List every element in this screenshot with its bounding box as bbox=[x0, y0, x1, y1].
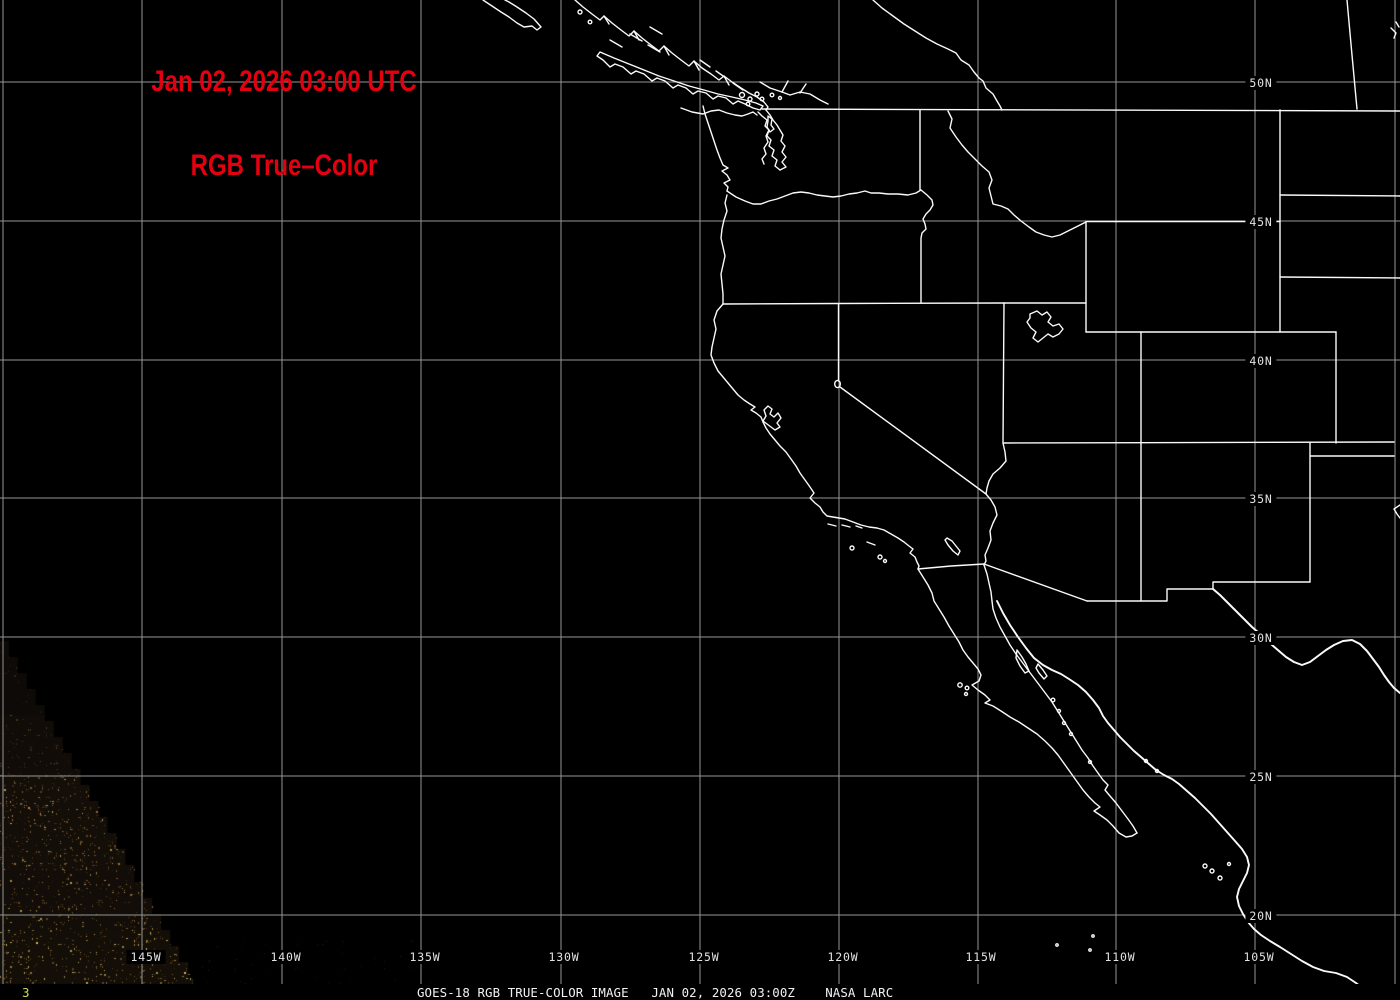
caption-bar: 3 GOES-18 RGB TRUE-COLOR IMAGE JAN 02, 2… bbox=[0, 984, 1400, 1000]
coastline-sonora-sinaloa bbox=[996, 600, 1373, 998]
lat-label-50n: 50N bbox=[1245, 76, 1277, 90]
bc-fjord-inlets bbox=[603, 15, 807, 94]
colorado-river-delta bbox=[983, 564, 993, 602]
coastline-vancouver-island bbox=[596, 51, 764, 111]
border-columbia-river bbox=[726, 189, 922, 205]
puget-sound-west-shore bbox=[757, 111, 781, 171]
image-product-name: RGB True–Color bbox=[190, 149, 378, 182]
lon-label-145w: 145W bbox=[126, 950, 166, 964]
border-rio-grande bbox=[1212, 588, 1400, 694]
puget-sound-east-shore bbox=[765, 109, 787, 171]
great-salt-lake bbox=[1026, 310, 1064, 343]
lon-label-140w: 140W bbox=[266, 950, 306, 964]
lon-label-130w: 130W bbox=[544, 950, 584, 964]
border-sd-ne bbox=[1279, 276, 1400, 279]
coastline-oregon bbox=[720, 194, 728, 305]
border-snake-river-or-id bbox=[920, 189, 934, 304]
lat-label-40n: 40N bbox=[1245, 354, 1277, 368]
lon-label-110w: 110W bbox=[1100, 950, 1140, 964]
image-title: Jan 02, 2026 03:00 UTC RGB True–Color bbox=[140, 12, 428, 236]
lake-tahoe bbox=[834, 379, 842, 389]
cedros-islands bbox=[957, 682, 970, 697]
islet bbox=[577, 9, 583, 15]
lat-label-35n: 35N bbox=[1245, 492, 1277, 506]
border-ca-nv-diagonal bbox=[839, 386, 987, 495]
border-colorado-river-ca-az bbox=[983, 493, 998, 566]
lon-label-115w: 115W bbox=[961, 950, 1001, 964]
river-fragment-right-edge bbox=[1393, 504, 1400, 519]
lon-label-125w: 125W bbox=[684, 950, 724, 964]
whidbey-island bbox=[766, 115, 775, 133]
coastline-vancouver-area bbox=[759, 81, 829, 105]
border-37n bbox=[1003, 441, 1395, 444]
image-timestamp: Jan 02, 2026 03:00 UTC bbox=[151, 65, 417, 98]
coastline-bc-mainland bbox=[574, 0, 769, 111]
san-juan-islands bbox=[738, 91, 783, 107]
border-us-canada-49n bbox=[761, 108, 1400, 112]
salton-sea bbox=[944, 537, 961, 556]
coastline-olympic-peninsula bbox=[680, 107, 758, 117]
border-sk-mb bbox=[1346, 0, 1358, 110]
lat-label-20n: 20N bbox=[1245, 909, 1277, 923]
border-us-mx-california bbox=[917, 563, 985, 570]
caption-text: GOES-18 RGB TRUE-COLOR IMAGE JAN 02, 202… bbox=[417, 985, 894, 1000]
gulf-of-california-islands bbox=[1015, 649, 1160, 774]
border-bc-alberta bbox=[872, 0, 1003, 111]
lat-label-25n: 25N bbox=[1245, 770, 1277, 784]
coastline-haida-gwaii bbox=[482, 0, 542, 31]
border-id-mt bbox=[947, 110, 1087, 238]
coastline-baja-east bbox=[991, 600, 1138, 834]
lon-label-135w: 135W bbox=[405, 950, 445, 964]
frame-number: 3 bbox=[22, 985, 30, 1000]
coastline-baja-west bbox=[917, 568, 1138, 838]
georgia-strait-islands bbox=[609, 26, 744, 91]
coastline-california bbox=[710, 303, 920, 570]
coastline-washington bbox=[702, 105, 731, 192]
border-az-sonora bbox=[983, 563, 1088, 602]
lake-fragment-top-right bbox=[1390, 21, 1400, 39]
islet bbox=[587, 19, 593, 25]
border-nm-south-32n bbox=[1212, 581, 1311, 590]
border-colorado-river-nv-az bbox=[985, 442, 1007, 495]
channel-islands bbox=[827, 523, 888, 564]
border-nv-ut bbox=[1002, 302, 1005, 444]
islas-marias bbox=[1055, 861, 1232, 952]
border-42n-ca-or-nv-ut bbox=[722, 302, 1087, 305]
lon-label-105w: 105W bbox=[1239, 950, 1279, 964]
border-nm-bootheel bbox=[1086, 588, 1214, 602]
border-nd-sd bbox=[1279, 194, 1400, 197]
map-outlines bbox=[482, 0, 1400, 998]
lon-label-120w: 120W bbox=[823, 950, 863, 964]
twilight-limb-noise-region bbox=[0, 596, 440, 986]
hood-canal bbox=[761, 129, 770, 165]
lat-label-30n: 30N bbox=[1245, 631, 1277, 645]
lat-label-45n: 45N bbox=[1245, 215, 1277, 229]
san-francisco-bay bbox=[762, 405, 782, 431]
